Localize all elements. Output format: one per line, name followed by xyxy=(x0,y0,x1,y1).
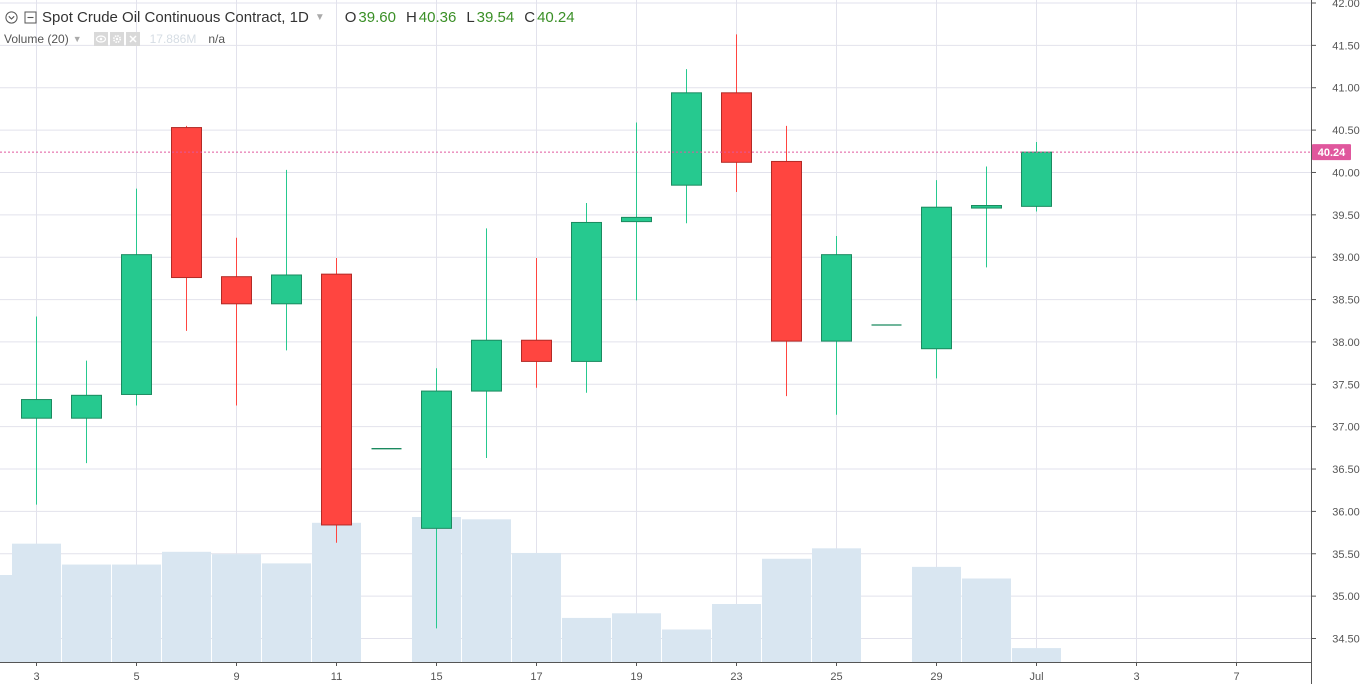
x-tick-label: 7 xyxy=(1233,671,1239,683)
open-value: 39.60 xyxy=(358,9,396,26)
volume-bar xyxy=(962,578,1011,662)
volume-bar xyxy=(312,522,361,662)
candle-body xyxy=(621,216,652,223)
y-tick-label: 38.00 xyxy=(1332,337,1360,349)
x-tick-label: 19 xyxy=(630,671,642,683)
close-key: C xyxy=(524,9,536,26)
close-value: 40.24 xyxy=(537,9,575,26)
volume-bar xyxy=(912,566,961,662)
y-tick-label: 39.50 xyxy=(1332,210,1360,222)
symbol-legend: Spot Crude Oil Continuous Contract, 1D ▼… xyxy=(4,9,585,26)
x-tick-label: 17 xyxy=(530,671,542,683)
y-tick-label: 35.00 xyxy=(1332,591,1360,603)
candle-body xyxy=(171,127,202,279)
open-key: O xyxy=(344,9,357,26)
volume-bar xyxy=(462,519,511,662)
volume-bar xyxy=(262,563,311,662)
last-price-label: 40.24 xyxy=(1318,147,1346,159)
y-tick-label: 36.50 xyxy=(1332,464,1360,476)
candle-body xyxy=(21,399,52,419)
volume-bar xyxy=(562,617,611,662)
settings-gear-icon[interactable] xyxy=(109,32,124,46)
y-tick-label: 38.50 xyxy=(1332,295,1360,307)
candle-body xyxy=(971,205,1002,209)
volume-bar xyxy=(112,564,161,662)
volume-bar xyxy=(62,564,111,662)
volume-title[interactable]: Volume (20) xyxy=(4,32,69,46)
y-tick-label: 42.00 xyxy=(1332,0,1360,10)
volume-bar xyxy=(0,575,12,662)
candle-body xyxy=(421,390,452,529)
x-tick-label: 29 xyxy=(930,671,942,683)
x-tick-label: 11 xyxy=(331,671,342,683)
candle-body xyxy=(71,394,102,419)
candle-body xyxy=(271,274,302,305)
volume-bar xyxy=(662,629,711,662)
candle-body xyxy=(321,273,352,526)
y-tick-label: 37.00 xyxy=(1332,422,1360,434)
candle-body xyxy=(671,92,702,186)
x-tick-label: 23 xyxy=(730,671,742,683)
candle-body xyxy=(121,254,152,395)
candle-body xyxy=(1021,151,1052,207)
volume-bar xyxy=(12,543,61,662)
high-key: H xyxy=(405,9,417,26)
dropdown-caret-icon[interactable]: ▼ xyxy=(314,12,325,23)
volume-bar xyxy=(612,613,661,662)
volume-legend: Volume (20) ▼ 17.886M n/a xyxy=(4,32,225,46)
x-tick-label: 15 xyxy=(430,671,442,683)
y-tick-label: 39.00 xyxy=(1332,252,1360,264)
candle-body xyxy=(571,221,602,362)
y-tick-label: 37.50 xyxy=(1332,379,1360,391)
candle-body xyxy=(721,92,752,163)
collapse-chevron-icon[interactable] xyxy=(4,11,18,25)
low-key: L xyxy=(466,9,475,26)
volume-bar xyxy=(162,551,211,662)
x-tick-label: 3 xyxy=(33,671,39,683)
eye-icon[interactable] xyxy=(93,32,108,46)
last-price-badge xyxy=(1312,144,1351,161)
candle-body xyxy=(921,206,952,350)
y-tick-label: 41.50 xyxy=(1332,40,1360,52)
y-tick-label: 35.50 xyxy=(1332,549,1360,561)
volume-value: 17.886M xyxy=(149,32,197,46)
volume-bar xyxy=(762,558,811,662)
candle-body xyxy=(221,276,252,305)
volume-bar xyxy=(712,604,761,662)
y-tick-label: 34.50 xyxy=(1332,634,1360,646)
candle-body xyxy=(471,339,502,392)
candle-body xyxy=(771,160,802,342)
y-tick-label: 40.50 xyxy=(1332,125,1360,137)
y-tick-label: 41.00 xyxy=(1332,83,1360,95)
x-tick-label: Jul xyxy=(1029,671,1043,683)
symbol-title[interactable]: Spot Crude Oil Continuous Contract, 1D xyxy=(42,9,309,26)
volume-dropdown-caret-icon[interactable]: ▼ xyxy=(72,34,82,44)
x-tick-label: 5 xyxy=(133,671,139,683)
y-tick-label: 36.00 xyxy=(1332,506,1360,518)
volume-na: n/a xyxy=(208,32,226,46)
y-tick-label: 40.00 xyxy=(1332,167,1360,179)
high-value: 40.36 xyxy=(418,9,457,26)
low-value: 39.54 xyxy=(476,9,515,26)
candle-body xyxy=(821,254,852,342)
volume-bar xyxy=(212,554,261,662)
volume-bar xyxy=(512,552,561,662)
close-x-icon[interactable] xyxy=(125,32,140,46)
x-tick-label: 3 xyxy=(1133,671,1139,683)
candle-body xyxy=(521,339,552,362)
volume-bar xyxy=(812,548,861,662)
x-tick-label: 25 xyxy=(830,671,842,683)
volume-bar xyxy=(1012,648,1061,662)
x-tick-label: 9 xyxy=(233,671,239,683)
minimize-square-icon[interactable] xyxy=(23,11,37,25)
